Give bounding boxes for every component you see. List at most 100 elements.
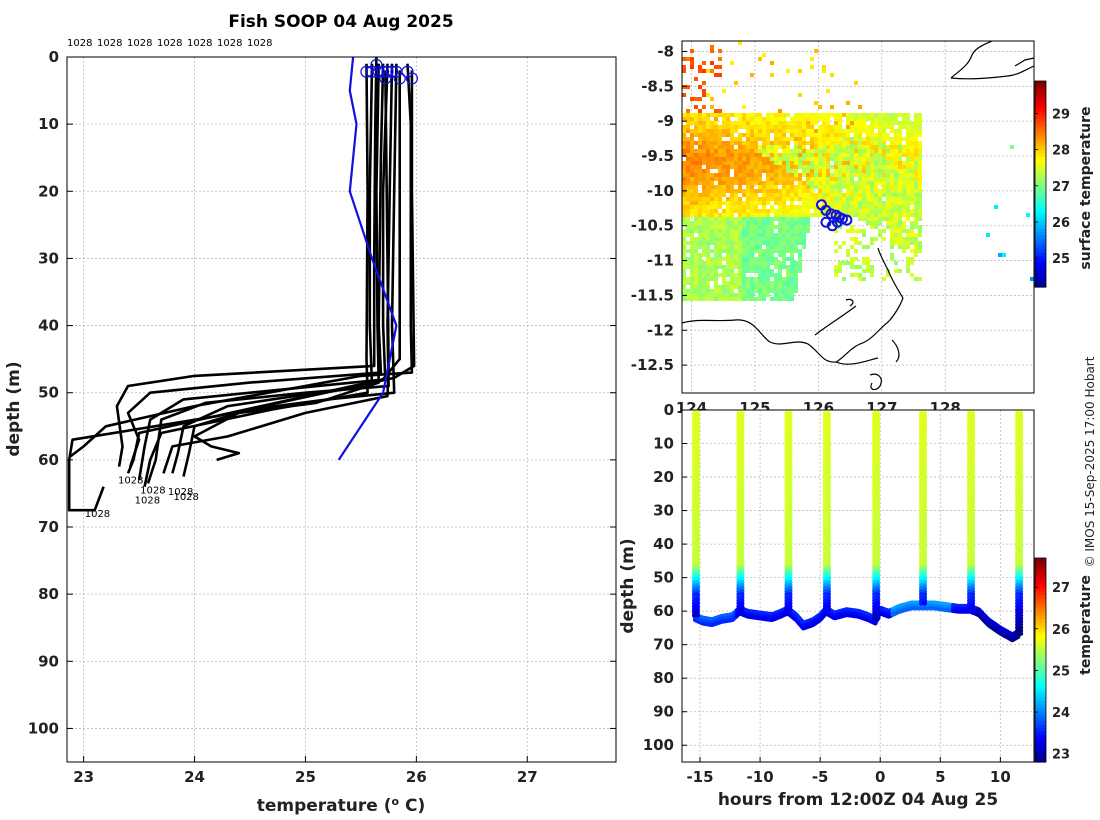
sst-pixel	[914, 157, 918, 161]
sst-pixel	[698, 205, 702, 209]
sst-pixel	[786, 157, 790, 161]
section-point	[872, 616, 877, 621]
sst-pixel	[698, 261, 702, 265]
sst-pixel	[722, 293, 726, 297]
sst-pixel	[686, 241, 690, 245]
sst-pixel	[882, 177, 886, 181]
sst-pixel	[862, 169, 866, 173]
sst-pixel	[750, 73, 754, 77]
sst-pixel	[802, 201, 806, 205]
sst-pixel	[782, 289, 786, 293]
sst-pixel	[778, 229, 782, 233]
sst-pixel	[890, 257, 894, 261]
sst-pixel	[798, 261, 802, 265]
sst-pixel	[1002, 253, 1006, 257]
sst-pixel	[742, 285, 746, 289]
sst-pixel	[746, 257, 750, 261]
sst-pixel	[830, 177, 834, 181]
sst-pixel	[686, 181, 690, 185]
sst-pixel	[778, 201, 782, 205]
sst-pixel	[698, 269, 702, 273]
sst-pixel	[774, 245, 778, 249]
sst-pixel	[794, 193, 798, 197]
sst-pixel	[874, 185, 878, 189]
sst-pixel	[706, 165, 710, 169]
sst-pixel	[770, 193, 774, 197]
sst-pixel	[898, 185, 902, 189]
section-x-tick-label: 5	[935, 768, 945, 786]
sst-pixel	[894, 237, 898, 241]
sst-pixel	[898, 133, 902, 137]
sst-pixel	[902, 145, 906, 149]
sst-pixel	[754, 117, 758, 121]
sst-pixel	[686, 189, 690, 193]
sst-pixel	[854, 161, 858, 165]
sst-pixel	[906, 217, 910, 221]
sst-pixel	[750, 209, 754, 213]
sst-pixel	[814, 165, 818, 169]
sst-pixel	[762, 221, 766, 225]
sst-pixels	[682, 41, 1034, 301]
sst-pixel	[898, 169, 902, 173]
sst-pixel	[698, 201, 702, 205]
colorbar-segment	[1035, 609, 1046, 613]
sst-pixel	[706, 289, 710, 293]
sst-pixel	[818, 177, 822, 181]
sst-pixel	[778, 129, 782, 133]
sst-pixel	[842, 157, 846, 161]
sst-pixel	[842, 181, 846, 185]
sst-pixel	[710, 273, 714, 277]
sst-pixel	[858, 241, 862, 245]
sst-pixel	[718, 109, 722, 113]
sst-pixel	[810, 173, 814, 177]
sst-pixel	[770, 157, 774, 161]
sst-pixel	[870, 129, 874, 133]
sst-pixel	[850, 141, 854, 145]
sst-pixel	[686, 277, 690, 281]
sst-pixel	[742, 177, 746, 181]
sst-pixel	[742, 237, 746, 241]
sst-pixel	[758, 289, 762, 293]
sst-pixel	[778, 213, 782, 217]
sst-pixel	[918, 201, 922, 205]
sst-pixel	[698, 69, 702, 73]
sst-pixel	[806, 185, 810, 189]
colorbar-segment	[1035, 615, 1046, 620]
sst-pixel	[742, 149, 746, 153]
sst-pixel	[874, 197, 878, 201]
sst-pixel	[766, 161, 770, 165]
sst-pixel	[806, 129, 810, 133]
sst-pixel	[790, 177, 794, 181]
sst-pixel	[702, 141, 706, 145]
sst-pixel	[786, 161, 790, 165]
section-y-tick-label: 40	[653, 535, 674, 553]
sst-pixel	[850, 201, 854, 205]
sst-pixel	[682, 133, 686, 137]
sst-pixel	[682, 149, 686, 153]
sst-pixel	[814, 205, 818, 209]
sst-pixel	[766, 145, 770, 149]
sst-pixel	[846, 229, 850, 233]
sst-pixel	[878, 213, 882, 217]
sst-pixel	[750, 281, 754, 285]
sst-pixel	[886, 197, 890, 201]
sst-pixel	[802, 225, 806, 229]
sst-pixel	[798, 145, 802, 149]
sst-pixel	[762, 273, 766, 277]
sst-pixel	[906, 165, 910, 169]
sst-pixel	[738, 169, 742, 173]
sst-pixel	[894, 197, 898, 201]
sst-pixel	[718, 233, 722, 237]
sst-pixel	[694, 153, 698, 157]
sst-pixel	[878, 129, 882, 133]
sst-pixel	[726, 217, 730, 221]
sst-pixel	[838, 165, 842, 169]
sst-pixel	[782, 241, 786, 245]
sst-pixel	[810, 181, 814, 185]
sst-pixel	[758, 121, 762, 125]
sst-pixel	[742, 201, 746, 205]
sst-pixel	[774, 189, 778, 193]
colorbar-segment	[1035, 683, 1046, 688]
sst-pixel	[758, 177, 762, 181]
sst-pixel	[694, 77, 698, 81]
